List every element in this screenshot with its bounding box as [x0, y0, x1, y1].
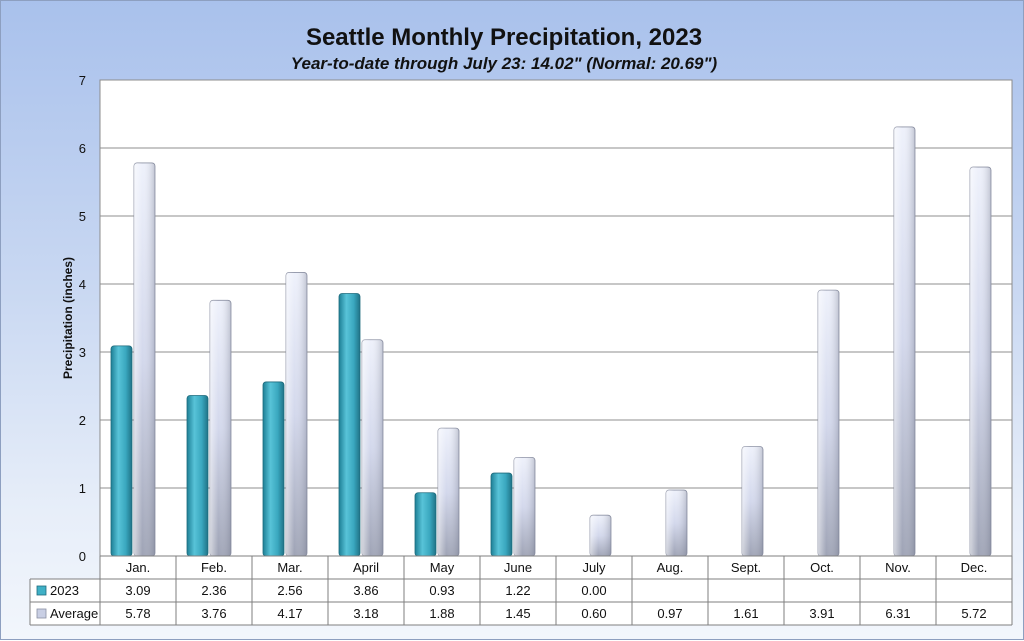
data-label: 4.17 — [277, 606, 302, 621]
bar-series-2023 — [338, 293, 361, 557]
x-tick-label: Aug. — [657, 560, 684, 575]
bar-series-average — [969, 166, 992, 557]
bar-series-average — [893, 126, 916, 557]
bar-series-2023 — [262, 381, 285, 557]
y-axis: 0 1 2 3 4 5 6 7 — [79, 73, 86, 564]
x-tick-label: Dec. — [961, 560, 988, 575]
data-label: 0.93 — [429, 583, 454, 598]
bar-series-average — [133, 162, 156, 557]
grid — [100, 147, 1012, 489]
data-label: 1.61 — [733, 606, 758, 621]
data-label: 1.45 — [505, 606, 530, 621]
data-label: 0.00 — [581, 583, 606, 598]
data-label: 3.76 — [201, 606, 226, 621]
x-tick-label: Jan. — [126, 560, 151, 575]
y-tick-label: 6 — [79, 141, 86, 156]
data-label: 3.09 — [125, 583, 150, 598]
legend-label: Average — [50, 606, 98, 621]
x-tick-label: Oct. — [810, 560, 834, 575]
bar-series-2023 — [414, 492, 437, 557]
bar-series-average — [741, 446, 764, 557]
legend-key-2023 — [36, 585, 47, 596]
data-label: 0.97 — [657, 606, 682, 621]
bar-series-2023 — [110, 345, 133, 557]
x-tick-label: July — [582, 560, 606, 575]
y-tick-label: 5 — [79, 209, 86, 224]
plot-area — [99, 79, 1013, 557]
chart-subtitle: Year-to-date through July 23: 14.02" (No… — [291, 54, 718, 73]
bar-series-2023 — [490, 472, 513, 557]
bar-series-average — [665, 489, 688, 557]
y-tick-label: 7 — [79, 73, 86, 88]
data-label: 0.60 — [581, 606, 606, 621]
legend-label: 2023 — [50, 583, 79, 598]
bar-series-2023 — [186, 395, 209, 557]
y-axis-label: Precipitation (inches) — [61, 257, 75, 379]
data-table: Jan. Feb. Mar. April May June July Aug. Sept. Oct… — [29, 555, 1013, 626]
data-label: 2.36 — [201, 583, 226, 598]
bar-series-average — [589, 514, 612, 557]
bar-series-average — [361, 339, 384, 557]
legend-key-average — [36, 608, 47, 619]
bar-series-average — [285, 272, 308, 557]
data-label: 3.91 — [809, 606, 834, 621]
data-label: 3.18 — [353, 606, 378, 621]
data-label: 1.88 — [429, 606, 454, 621]
y-tick-label: 0 — [79, 549, 86, 564]
x-tick-label: Sept. — [731, 560, 761, 575]
x-tick-label: Feb. — [201, 560, 227, 575]
x-tick-label: April — [353, 560, 379, 575]
y-tick-label: 4 — [79, 277, 86, 292]
bar-series-average — [817, 289, 840, 557]
x-tick-label: Mar. — [277, 560, 302, 575]
bars — [110, 126, 992, 557]
bar-series-average — [209, 299, 232, 557]
bar-series-average — [437, 427, 460, 557]
data-label: 2.56 — [277, 583, 302, 598]
x-tick-label: Nov. — [885, 560, 911, 575]
y-tick-label: 1 — [79, 481, 86, 496]
chart-title: Seattle Monthly Precipitation, 2023 — [306, 24, 702, 51]
data-label: 1.22 — [505, 583, 530, 598]
data-label: 3.86 — [353, 583, 378, 598]
data-label: 5.72 — [961, 606, 986, 621]
x-tick-label: June — [504, 560, 532, 575]
y-tick-label: 2 — [79, 413, 86, 428]
x-tick-label: May — [430, 560, 455, 575]
y-tick-label: 3 — [79, 345, 86, 360]
data-label: 5.78 — [125, 606, 150, 621]
data-label: 6.31 — [885, 606, 910, 621]
bar-series-average — [513, 456, 536, 557]
